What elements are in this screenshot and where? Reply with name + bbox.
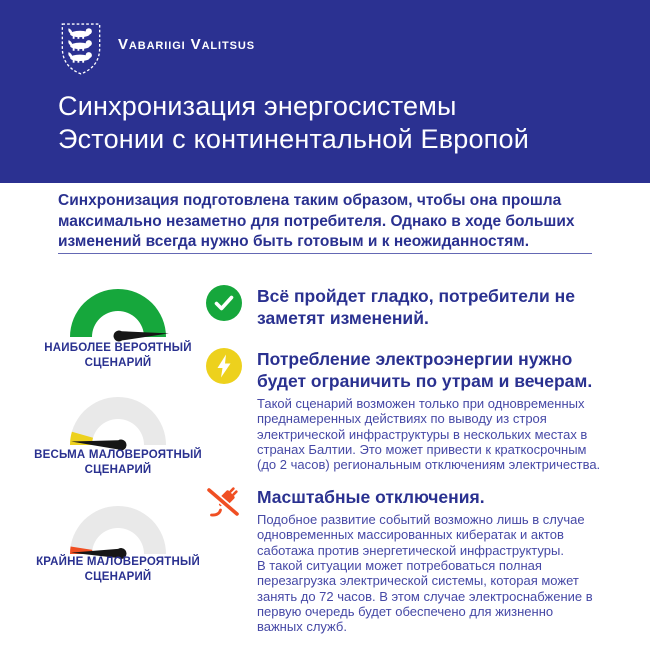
gauge-very-unlikely-label: ВЕСЬМА МАЛОВЕРОЯТНЫЙ СЦЕНАРИЙ [34, 449, 202, 476]
scenario-outages-heading: Масштабные отключения. [257, 487, 485, 507]
divider-line [58, 253, 592, 254]
page-title: Синхронизация энергосистемы Эстонии с ко… [58, 91, 530, 154]
gauge-very-unlikely-icon [70, 397, 166, 451]
scenario-smooth-heading: Всё пройдет гладко, потребители не замет… [257, 286, 575, 328]
check-circle-icon [206, 285, 242, 321]
gauge-extremely-unlikely-icon [70, 506, 166, 559]
intro-paragraph: Синхронизация подготовлена таким образом… [58, 192, 575, 251]
gauge-extremely-unlikely-label: КРАЙНЕ МАЛОВЕРОЯТНЫЙ СЦЕНАРИЙ [36, 556, 200, 583]
header-band: Vabariigi Valitsus Синхронизация энергос… [0, 0, 650, 183]
scenario-limits-body: Такой сценарий возможен только при однов… [257, 396, 601, 473]
plug-off-icon [206, 487, 240, 517]
scenario-limits-heading: Потребление электроэнергии нужно будет о… [257, 349, 593, 391]
scenario-outages-body: Подобное развитие событий возможно лишь … [257, 512, 593, 635]
gauge-most-likely-icon [70, 289, 169, 342]
coat-of-arms-icon [61, 23, 101, 75]
government-logo-text: Vabariigi Valitsus [118, 36, 255, 53]
lightning-circle-icon [206, 348, 242, 384]
gauge-most-likely-label: НАИБОЛЕЕ ВЕРОЯТНЫЙ СЦЕНАРИЙ [44, 342, 192, 369]
